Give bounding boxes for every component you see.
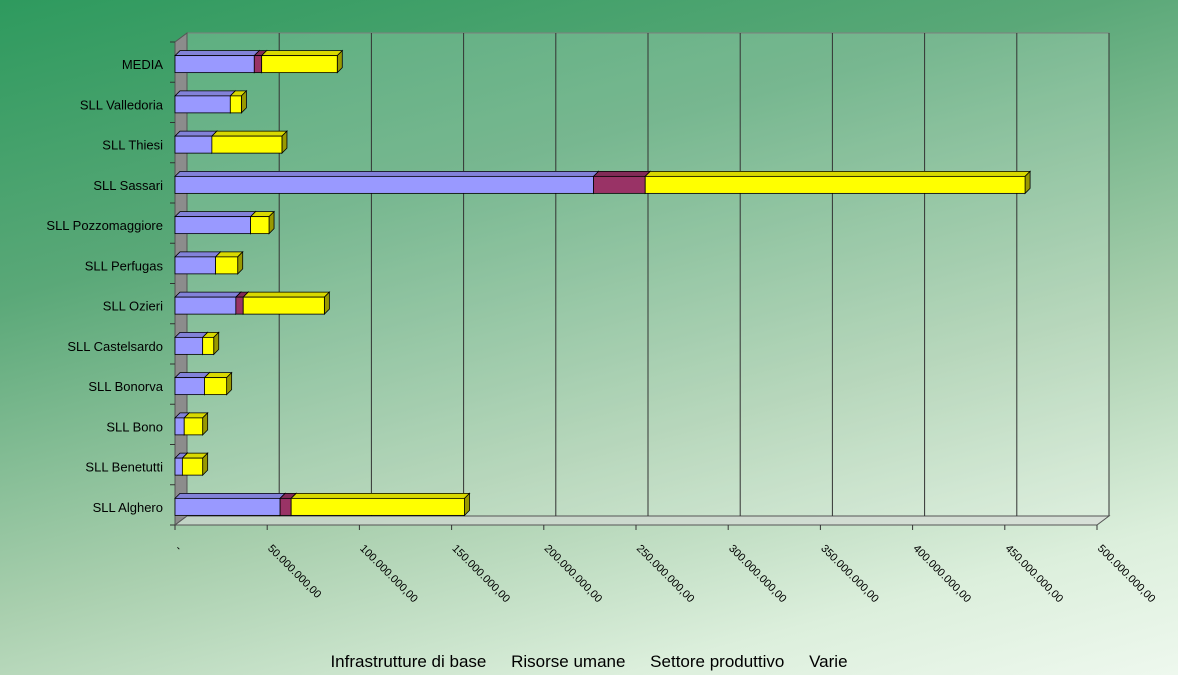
legend: Infrastrutture di base Risorse umane Set… — [0, 652, 1178, 672]
bar-front-face — [202, 336, 215, 355]
bar-sll-perfugas-series-0 — [174, 250, 222, 275]
bar-top-face — [174, 251, 222, 258]
bar-front-face — [181, 457, 204, 476]
bar-top-face — [644, 170, 1032, 177]
bar-front-face — [204, 377, 228, 396]
bar-sll-alghero-series-2 — [290, 492, 471, 517]
x-tick-label: 200.000.000,00 — [542, 543, 605, 606]
x-tick-label: 150.000.000,00 — [449, 543, 512, 606]
x-tick-label: 250.000.000,00 — [634, 543, 697, 606]
bar-sll-thiesi-series-2 — [210, 130, 288, 155]
bar-sll-castelsardo-series-2 — [201, 331, 220, 356]
bar-sll-sassari-series-0 — [174, 170, 600, 195]
bar-sll-benetutti-series-2 — [181, 452, 209, 477]
bar-sll-ozieri-series-0 — [174, 291, 242, 316]
bar-front-face — [644, 175, 1026, 194]
bar-top-face — [242, 291, 331, 298]
legend-item-infrastrutture: Infrastrutture di base — [330, 652, 487, 671]
legend-item-risorse: Risorse umane — [511, 652, 626, 671]
bar-media-series-0 — [174, 49, 261, 74]
x-tick-label: - — [173, 543, 184, 554]
bar-front-face — [215, 256, 239, 275]
x-tick-label: 450.000.000,00 — [1003, 543, 1066, 606]
bar-sll-bono-series-2 — [183, 411, 209, 436]
bar-front-face — [211, 135, 283, 154]
bar-sll-perfugas-series-2 — [214, 250, 244, 275]
category-label: SLL Ozieri — [103, 299, 163, 314]
bar-front-face — [261, 55, 338, 74]
bar-sll-pozzomaggiore-series-0 — [174, 210, 257, 235]
category-label: SLL Perfugas — [85, 258, 164, 273]
category-label: SLL Valledoria — [80, 97, 164, 112]
legend-item-settore: Settore produttivo — [650, 652, 785, 671]
x-tick-label: 100.000.000,00 — [357, 543, 420, 606]
x-tick-label: 50.000.000,00 — [265, 543, 323, 601]
bar-sll-thiesi-series-0 — [174, 130, 218, 155]
bar-sll-ozieri-series-2 — [242, 291, 331, 316]
bar-front-face — [593, 175, 646, 194]
category-label: SLL Castelsardo — [67, 339, 163, 354]
bar-front-face — [174, 55, 255, 74]
category-label: SLL Bono — [106, 419, 163, 434]
bar-front-face — [174, 497, 281, 516]
bar-top-face — [592, 170, 652, 177]
bar-front-face — [174, 336, 204, 355]
bar-front-face — [174, 377, 205, 396]
category-label: SLL Benetutti — [85, 460, 163, 475]
legend-item-varie: Varie — [809, 652, 848, 671]
bar-front-face — [242, 296, 325, 315]
bar-top-face — [174, 372, 211, 379]
bar-sll-valledoria-series-0 — [174, 89, 237, 114]
bar-front-face — [250, 216, 270, 235]
bar-sll-pozzomaggiore-series-2 — [249, 210, 276, 235]
bar-front-face — [174, 256, 216, 275]
bar-front-face — [183, 417, 204, 436]
bar-top-face — [174, 492, 287, 499]
category-label: SLL Pozzomaggiore — [46, 218, 163, 233]
bar-top-face — [210, 130, 288, 137]
x-tick-label: 300.000.000,00 — [726, 543, 789, 606]
bar-front-face — [174, 95, 231, 114]
bar-front-face — [290, 497, 465, 516]
category-label: SLL Thiesi — [102, 138, 163, 153]
bar-front-face — [235, 296, 244, 315]
bar-top-face — [260, 50, 344, 57]
bar-front-face — [229, 95, 242, 114]
bar-top-face — [174, 130, 218, 137]
category-label: MEDIA — [122, 57, 164, 72]
bar-sll-alghero-series-0 — [174, 492, 287, 517]
bar-front-face — [174, 216, 252, 235]
bar-front-face — [174, 296, 237, 315]
x-tick-label: 400.000.000,00 — [910, 543, 973, 606]
x-tick-label: 350.000.000,00 — [818, 543, 881, 606]
bar-top-face — [174, 50, 261, 57]
bar-sll-bonorva-series-2 — [203, 371, 233, 396]
bar-front-face — [253, 55, 263, 74]
bar-top-face — [174, 90, 237, 97]
bar-front-face — [174, 417, 185, 436]
bar-front-face — [174, 135, 213, 154]
bar-sll-sassari-series-1 — [592, 170, 652, 195]
bar-top-face — [174, 331, 209, 338]
category-label: SLL Bonorva — [88, 379, 163, 394]
plot-floor — [173, 515, 1111, 526]
bar-sll-sassari-series-2 — [644, 170, 1032, 195]
bar-front-face — [174, 457, 183, 476]
bar-front-face — [279, 497, 292, 516]
x-tick-label: 500.000.000,00 — [1095, 543, 1158, 606]
category-label: SLL Alghero — [93, 500, 163, 515]
bar-top-face — [174, 170, 600, 177]
bar-media-series-2 — [260, 49, 344, 74]
bar-top-face — [174, 211, 257, 218]
bar-top-face — [174, 291, 242, 298]
bar-front-face — [174, 175, 594, 194]
category-label: SLL Sassari — [93, 178, 163, 193]
bar-sll-valledoria-series-2 — [229, 89, 248, 114]
bar-top-face — [290, 492, 471, 499]
